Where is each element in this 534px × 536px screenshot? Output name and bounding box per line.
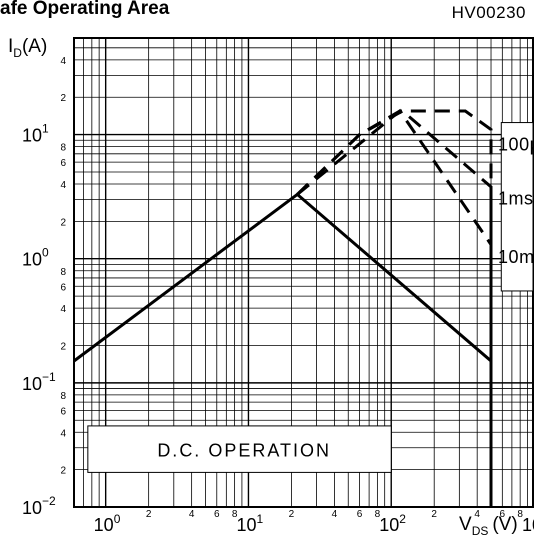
label-boxes [87,122,534,473]
y-minor-tick-label: 6 [60,158,66,169]
y-axis-label-base: I [8,36,13,57]
y-minor-tick-label: 2 [60,341,66,352]
chart-title: afe Operating Area [0,0,170,19]
y-major-tick-label: 10−1 [22,370,56,394]
x-minor-tick-label: 8 [375,509,381,520]
y-axis-label: ID(A) [8,36,47,60]
tick-labels: 10010110210324682468246810−210−110010124… [22,56,534,535]
figure-code: HV00230 [451,3,526,22]
x-minor-tick-label: 4 [474,509,480,520]
y-minor-tick-label: 8 [60,143,66,154]
dc-operation-label: D.C. OPERATION [157,441,331,461]
y-minor-tick-label: 8 [60,267,66,278]
pulse-duration-label: 100µs [498,134,534,154]
y-major-tick-label: 10−2 [22,494,56,518]
x-minor-tick-label: 4 [189,509,195,520]
x-minor-tick-label: 6 [357,509,363,520]
y-minor-tick-label: 2 [60,93,66,104]
x-minor-tick-label: 2 [289,509,295,520]
x-axis-label-sub: DS [472,524,489,536]
y-axis-label-sub: D [13,46,22,60]
x-axis-label: VDS (V) [459,514,518,536]
annotations: 100µs 1ms 10ms D.C. OPERATION [157,134,534,460]
x-axis-label-base: V [459,514,472,535]
x-major-tick-label: 100 [94,512,121,535]
y-minor-tick-label: 4 [60,304,66,315]
pulse-duration-label: 1ms [498,189,534,209]
pulse-duration-label: 10ms [498,247,534,267]
curve-pulse-3 [296,109,493,507]
y-minor-tick-label: 4 [60,428,66,439]
y-major-tick-label: 100 [22,246,49,270]
y-minor-tick-label: 2 [60,217,66,228]
y-minor-tick-label: 2 [60,466,66,477]
dc-label-box [87,425,392,473]
x-minor-tick-label: 2 [146,509,152,520]
pulse-label-box [500,122,534,292]
x-minor-tick-label: 8 [232,509,238,520]
x-minor-tick-label: 2 [431,509,437,520]
y-axis-label-unit: (A) [22,36,47,57]
y-minor-tick-label: 4 [60,180,66,191]
y-minor-tick-label: 6 [60,406,66,417]
x-minor-tick-label: 8 [517,509,523,520]
x-minor-tick-label: 4 [332,509,338,520]
x-major-tick-label: 102 [379,512,406,535]
x-axis-label-unit: (V) [492,514,517,535]
y-minor-tick-label: 4 [60,56,66,67]
y-minor-tick-label: 6 [60,282,66,293]
y-major-tick-label: 101 [22,122,49,146]
curves [73,108,493,507]
x-minor-tick-label: 6 [500,509,506,520]
x-minor-tick-label: 6 [214,509,220,520]
y-minor-tick-label: 8 [60,391,66,402]
x-major-tick-label: 101 [236,512,263,535]
x-major-tick-label: 103 [522,512,534,535]
